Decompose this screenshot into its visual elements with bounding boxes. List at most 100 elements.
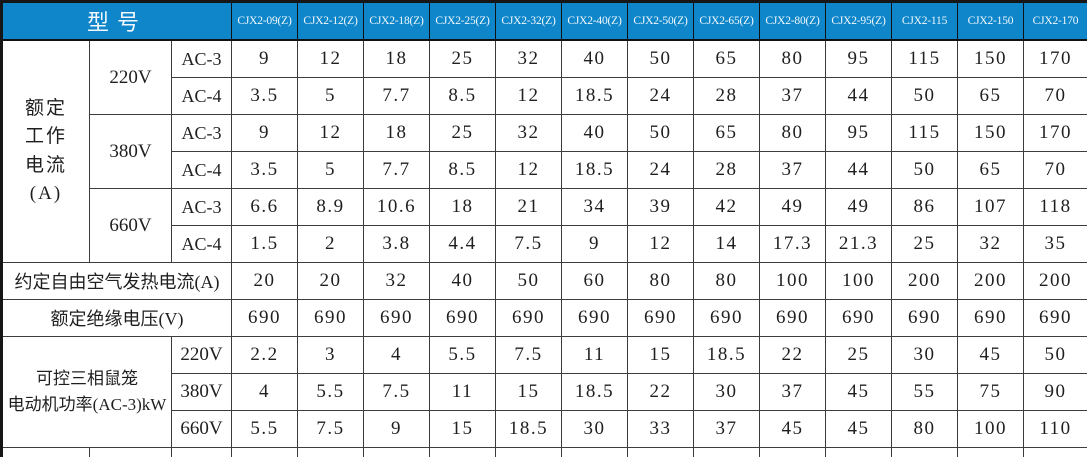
value-cell: 32 (495, 39, 562, 78)
value-cell: 50 (495, 262, 562, 300)
value-cell: 11 (561, 336, 628, 374)
value-cell: 9 (561, 225, 628, 263)
value-cell: 65 (957, 151, 1024, 189)
clipped-cell (759, 447, 826, 457)
model-header-cell: CJX2-170 (1023, 1, 1087, 41)
value-cell: 80 (759, 39, 826, 78)
clipped-cell (231, 447, 298, 457)
table-row: 660V 5.5 7.5 9 15 18.5 30 33 37 45 45 80 100 110 (2, 410, 1087, 448)
value-cell: 35 (1023, 225, 1087, 263)
value-cell: 690 (693, 299, 760, 337)
value-cell: 80 (891, 410, 958, 448)
value-cell: 34 (561, 188, 628, 226)
value-cell: 7.5 (495, 225, 562, 263)
model-header-row: 型号 CJX2-09(Z) CJX2-12(Z) CJX2-18(Z) CJX2-25(… (1, 1, 1087, 41)
value-cell: 28 (693, 77, 760, 115)
value-cell: 95 (825, 39, 892, 78)
value-cell: 80 (693, 262, 760, 300)
value-cell: 37 (759, 77, 826, 115)
load-type-label: AC-3 (171, 114, 232, 152)
value-cell: 7.5 (297, 410, 364, 448)
value-cell: 22 (759, 336, 826, 374)
load-type-label: AC-4 (171, 151, 232, 189)
load-type-label: AC-3 (171, 39, 232, 78)
row-label: 额定绝缘电压(V) (1, 299, 232, 337)
value-cell: 37 (759, 373, 826, 411)
value-cell: 10.6 (363, 188, 430, 226)
value-cell: 7.7 (363, 77, 430, 115)
value-cell: 690 (297, 299, 364, 337)
value-cell: 50 (891, 77, 958, 115)
clipped-cell (1023, 447, 1087, 457)
value-cell: 40 (561, 114, 628, 152)
value-cell: 18 (363, 114, 430, 152)
value-cell: 690 (561, 299, 628, 337)
value-cell: 3.5 (231, 77, 298, 115)
value-cell: 24 (627, 77, 694, 115)
value-cell: 5 (297, 151, 364, 189)
value-cell: 45 (825, 410, 892, 448)
value-cell: 32 (363, 262, 430, 300)
value-cell: 690 (957, 299, 1024, 337)
value-cell: 100 (825, 262, 892, 300)
value-cell: 6.6 (231, 188, 298, 226)
value-cell: 8.5 (429, 151, 496, 189)
value-cell: 2.2 (231, 336, 298, 374)
value-cell: 45 (825, 373, 892, 411)
value-cell: 18 (363, 39, 430, 78)
value-cell: 25 (429, 114, 496, 152)
value-cell: 45 (759, 410, 826, 448)
value-cell: 49 (759, 188, 826, 226)
value-cell: 3 (297, 336, 364, 374)
value-cell: 9 (231, 114, 298, 152)
value-cell: 70 (1023, 151, 1087, 189)
value-cell: 22 (627, 373, 694, 411)
value-cell: 690 (495, 299, 562, 337)
value-cell: 14 (693, 225, 760, 263)
clipped-cell (495, 447, 562, 457)
value-cell: 690 (231, 299, 298, 337)
value-cell: 5.5 (231, 410, 298, 448)
clipped-cell (825, 447, 892, 457)
voltage-label: 660V (89, 188, 172, 263)
value-cell: 65 (693, 114, 760, 152)
clipped-cell (627, 447, 694, 457)
value-cell: 690 (429, 299, 496, 337)
value-cell: 30 (693, 373, 760, 411)
value-cell: 50 (627, 114, 694, 152)
value-cell: 30 (891, 336, 958, 374)
clipped-cell (1, 447, 90, 457)
value-cell: 118 (1023, 188, 1087, 226)
value-cell: 49 (825, 188, 892, 226)
value-cell: 12 (297, 39, 364, 78)
value-cell: 9 (231, 39, 298, 78)
clipped-cell (429, 447, 496, 457)
value-cell: 12 (627, 225, 694, 263)
value-cell: 33 (627, 410, 694, 448)
value-cell: 200 (891, 262, 958, 300)
value-cell: 4 (363, 336, 430, 374)
value-cell: 18.5 (561, 373, 628, 411)
value-cell: 20 (297, 262, 364, 300)
value-cell: 70 (1023, 77, 1087, 115)
clipped-cell (171, 447, 232, 457)
load-type-label: AC-4 (171, 225, 232, 263)
value-cell: 18.5 (561, 77, 628, 115)
clipped-cell (561, 447, 628, 457)
model-header-cell: CJX2-95(Z) (825, 1, 892, 41)
clipped-cell (891, 447, 958, 457)
value-cell: 25 (429, 39, 496, 78)
model-header-cell: CJX2-50(Z) (627, 1, 694, 41)
table-row: 可控三相鼠笼 电动机功率(AC-3)kW 220V 2.2 3 4 5.5 7.5 11 15 1… (1, 336, 1087, 448)
value-cell: 5.5 (429, 336, 496, 374)
value-cell: 115 (891, 39, 958, 78)
clipped-row (1, 447, 1087, 457)
value-cell: 65 (693, 39, 760, 78)
value-cell: 15 (627, 336, 694, 374)
load-type-label: AC-4 (171, 77, 232, 115)
value-cell: 44 (825, 77, 892, 115)
value-cell: 44 (825, 151, 892, 189)
value-cell: 7.7 (363, 151, 430, 189)
value-cell: 9 (363, 410, 430, 448)
